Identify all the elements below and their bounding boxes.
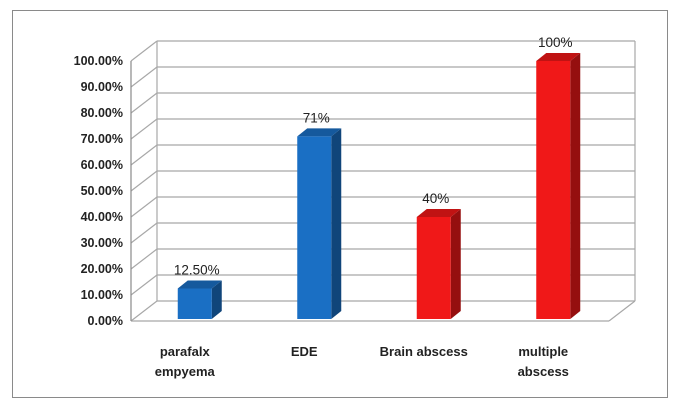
y-tick-label: 20.00% [81, 262, 123, 276]
gridline-depth [130, 92, 158, 114]
bar [297, 136, 332, 319]
data-label: 12.50% [174, 263, 220, 278]
y-tick-label: 90.00% [81, 80, 123, 94]
y-tick-label: 10.00% [81, 288, 123, 302]
y-tick-label: 80.00% [81, 106, 123, 120]
floor-right-edge [608, 300, 636, 322]
gridline-depth [130, 196, 158, 218]
bar-chart: 0.00% 10.00% 20.00% 30.00% 40.00% 50.00% 60.00… [74, 35, 636, 379]
gridline-depth [130, 40, 158, 62]
bar-side [570, 53, 581, 319]
bar-top [297, 128, 342, 137]
gridline-depth [130, 274, 158, 296]
data-label: 71% [303, 110, 330, 125]
y-tick-label: 40.00% [81, 210, 123, 224]
bar [536, 61, 571, 319]
gridline-depth [130, 170, 158, 192]
y-tick-label: 100.00% [74, 54, 123, 68]
gridline-depth [130, 118, 158, 140]
y-tick-label: 30.00% [81, 236, 123, 250]
x-category-label: abscess [518, 364, 569, 379]
x-category-label: multiple [518, 344, 568, 359]
chart-frame: 0.00% 10.00% 20.00% 30.00% 40.00% 50.00% 60.00… [12, 10, 668, 398]
bar [177, 288, 212, 319]
bar-side [450, 209, 461, 319]
bar-side [331, 128, 342, 319]
bar-top [177, 280, 222, 289]
y-tick-label: 70.00% [81, 132, 123, 146]
x-category-label: EDE [291, 344, 318, 359]
x-category-label: empyema [155, 364, 216, 379]
bar [416, 217, 451, 319]
x-category-label: Brain abscess [380, 344, 468, 359]
bar-top [536, 53, 581, 61]
gridline-depth [130, 144, 158, 166]
y-tick-label: 50.00% [81, 184, 123, 198]
bar-side [211, 280, 222, 319]
data-label: 40% [422, 191, 449, 206]
y-tick-label: 60.00% [81, 158, 123, 172]
y-tick-label: 0.00% [88, 314, 123, 328]
x-category-label: parafalx [160, 344, 211, 359]
bar-top [416, 209, 461, 217]
gridline-depth [130, 300, 158, 322]
gridline-depth [130, 66, 158, 88]
gridline-depth [130, 222, 158, 244]
data-label: 100% [538, 35, 573, 50]
gridline-depth [130, 248, 158, 270]
